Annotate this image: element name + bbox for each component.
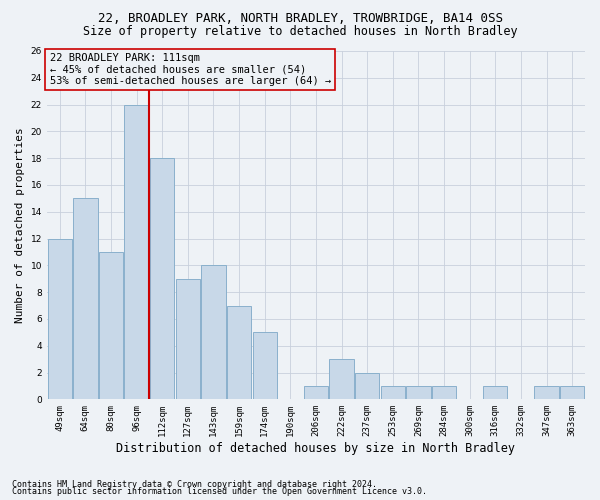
Bar bbox=[124, 104, 149, 400]
Bar bbox=[483, 386, 508, 400]
Bar bbox=[73, 198, 98, 400]
Bar bbox=[150, 158, 175, 400]
Text: Size of property relative to detached houses in North Bradley: Size of property relative to detached ho… bbox=[83, 25, 517, 38]
Bar bbox=[99, 252, 123, 400]
Text: Contains public sector information licensed under the Open Government Licence v3: Contains public sector information licen… bbox=[12, 487, 427, 496]
X-axis label: Distribution of detached houses by size in North Bradley: Distribution of detached houses by size … bbox=[116, 442, 515, 455]
Bar bbox=[355, 372, 379, 400]
Bar bbox=[432, 386, 456, 400]
Bar bbox=[406, 386, 431, 400]
Bar bbox=[560, 386, 584, 400]
Bar bbox=[253, 332, 277, 400]
Text: 22 BROADLEY PARK: 111sqm
← 45% of detached houses are smaller (54)
53% of semi-d: 22 BROADLEY PARK: 111sqm ← 45% of detach… bbox=[50, 52, 331, 86]
Bar bbox=[304, 386, 328, 400]
Bar bbox=[329, 359, 354, 400]
Bar bbox=[176, 279, 200, 400]
Text: 22, BROADLEY PARK, NORTH BRADLEY, TROWBRIDGE, BA14 0SS: 22, BROADLEY PARK, NORTH BRADLEY, TROWBR… bbox=[97, 12, 503, 26]
Y-axis label: Number of detached properties: Number of detached properties bbox=[15, 128, 25, 323]
Bar bbox=[201, 266, 226, 400]
Bar bbox=[535, 386, 559, 400]
Bar bbox=[227, 306, 251, 400]
Text: Contains HM Land Registry data © Crown copyright and database right 2024.: Contains HM Land Registry data © Crown c… bbox=[12, 480, 377, 489]
Bar bbox=[380, 386, 405, 400]
Bar bbox=[47, 238, 72, 400]
